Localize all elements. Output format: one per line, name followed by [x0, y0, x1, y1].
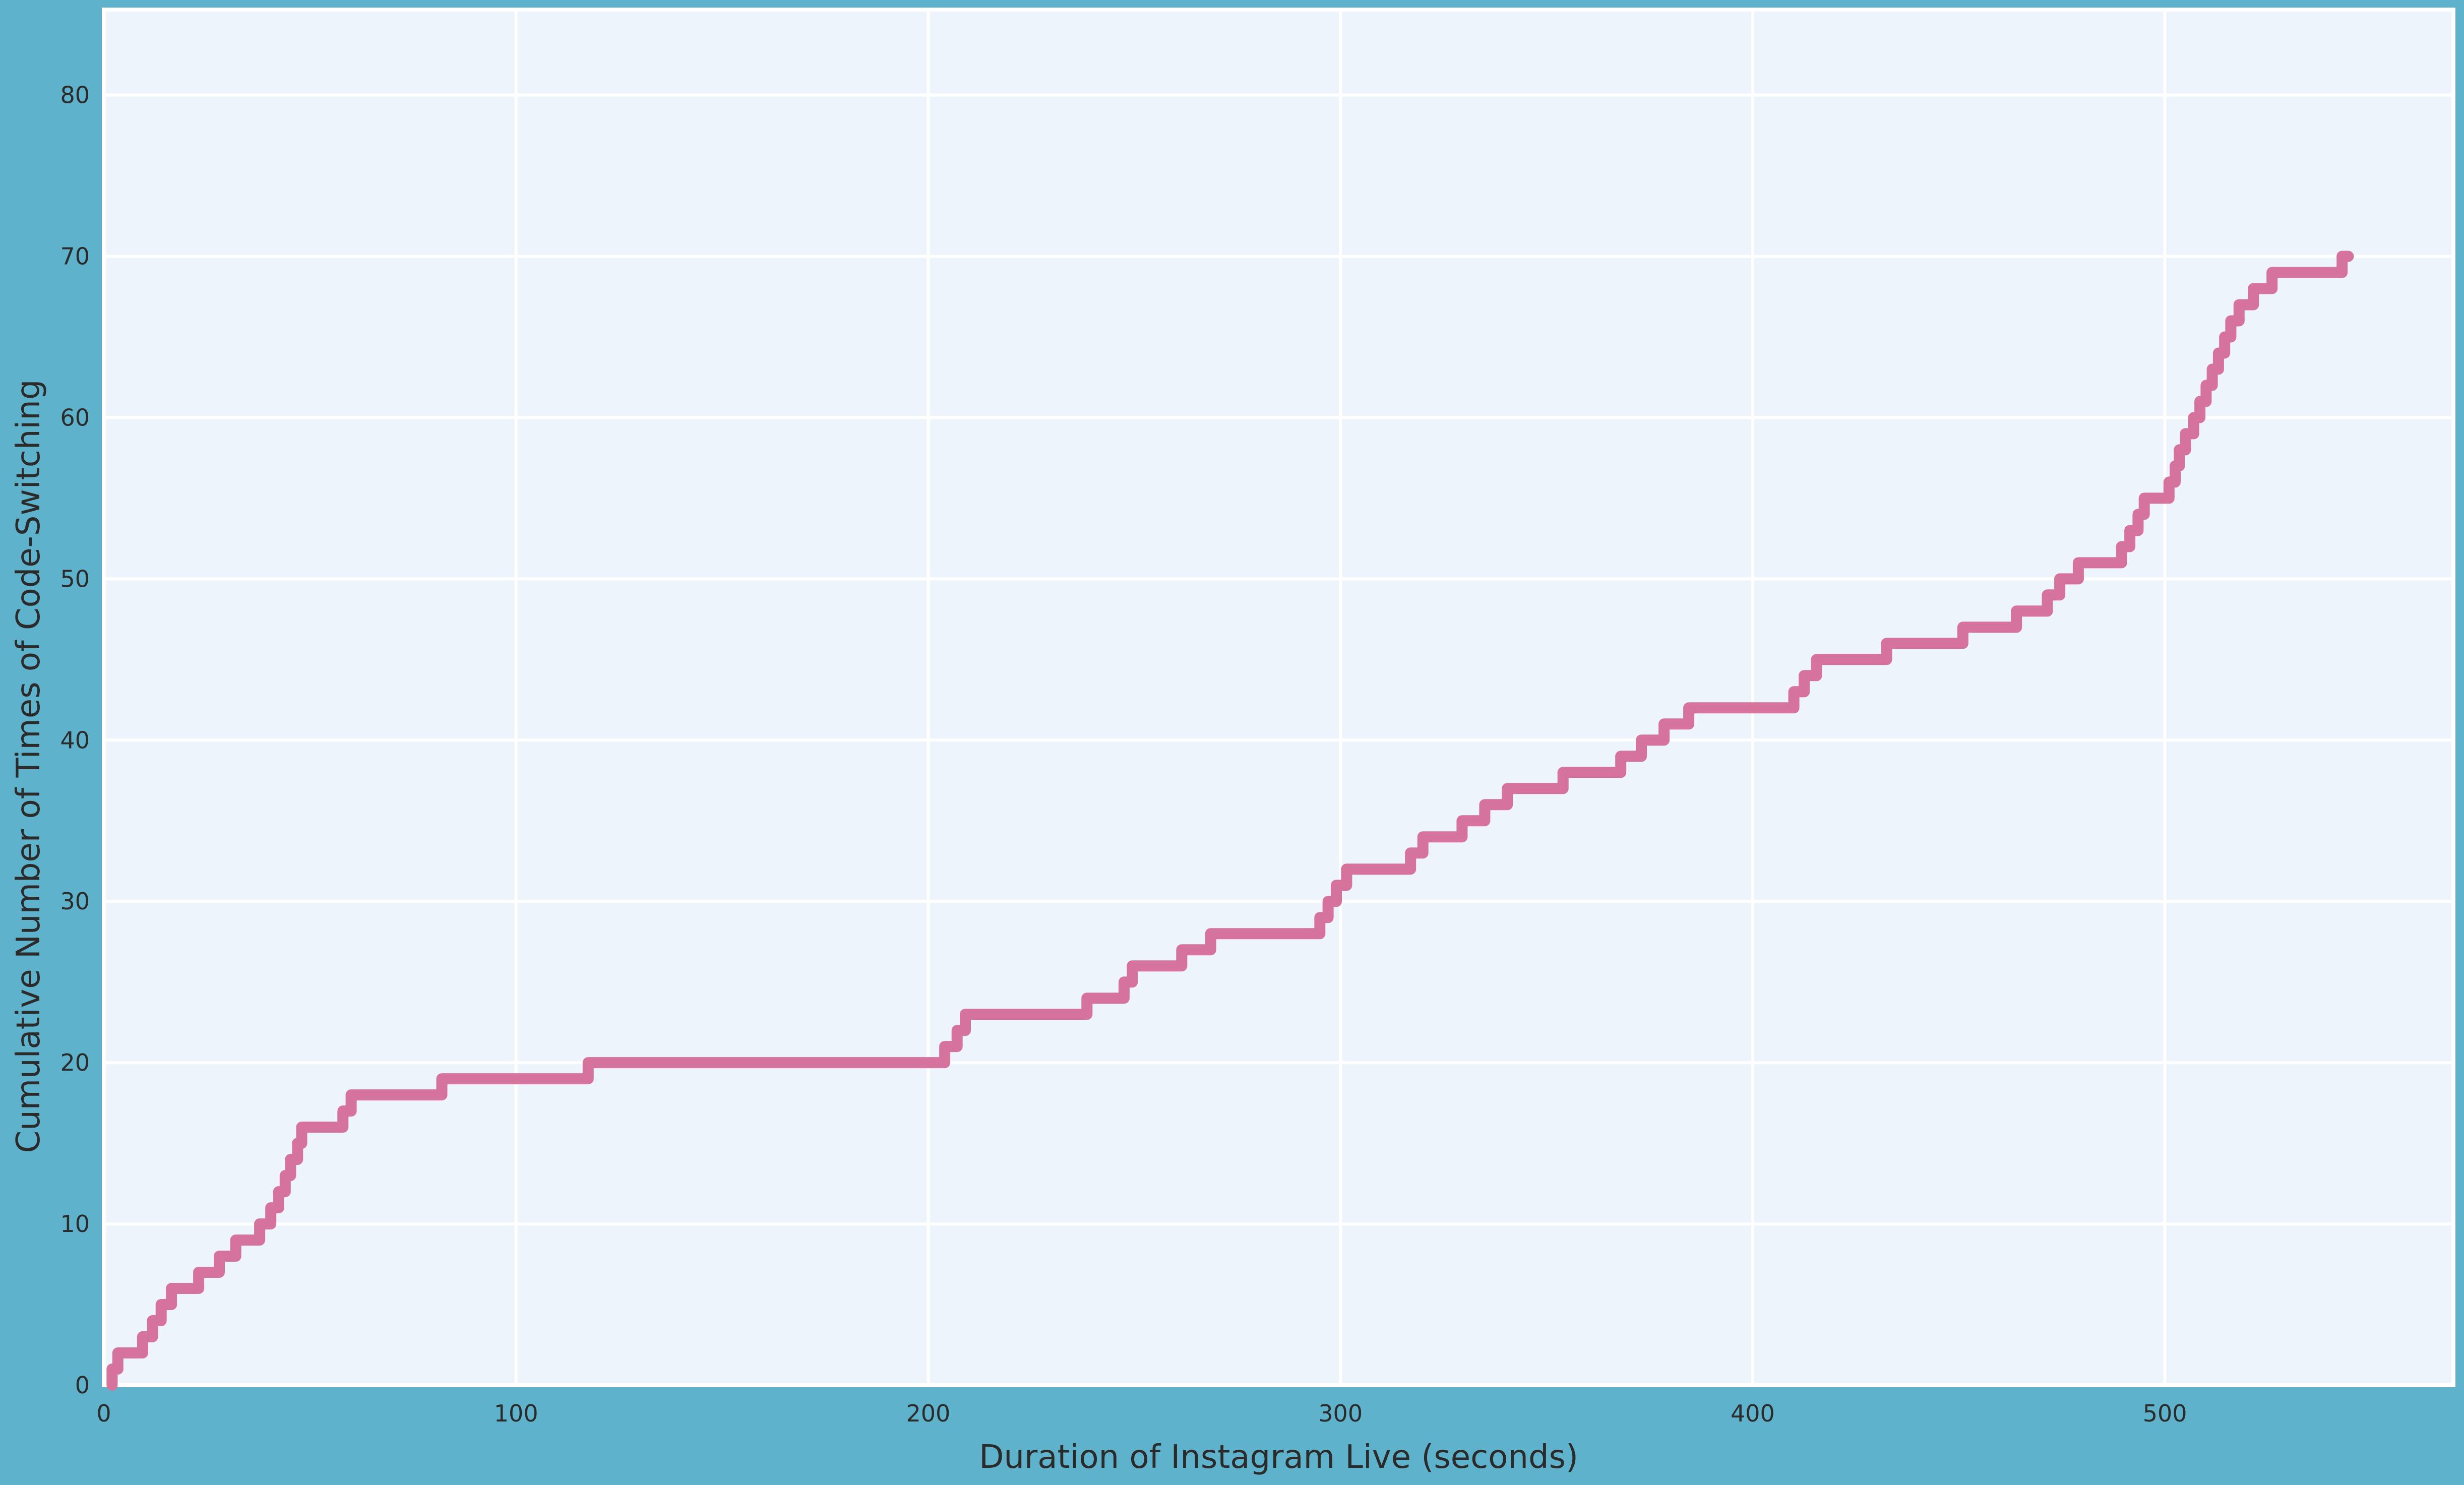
plot-frame-spines — [102, 8, 2455, 1387]
x-tick-label: 400 — [1731, 1400, 1775, 1427]
step-line — [106, 251, 2354, 1391]
x-tick-label: 100 — [494, 1400, 538, 1427]
y-tick-label: 80 — [60, 82, 90, 109]
y-tick-label: 0 — [75, 1372, 90, 1399]
y-tick-label: 50 — [60, 565, 90, 592]
x-tick-label: 300 — [1318, 1400, 1363, 1427]
plot-area-background — [104, 10, 2453, 1385]
y-tick-label: 70 — [60, 243, 90, 270]
y-tick-label: 60 — [60, 404, 90, 431]
y-tick-label: 40 — [60, 726, 90, 754]
x-tick-label: 0 — [96, 1400, 111, 1427]
x-tick-label: 500 — [2143, 1400, 2187, 1427]
y-axis-title: Cumulative Number of Times of Code-Switc… — [10, 380, 47, 1153]
x-tick-label: 200 — [906, 1400, 950, 1427]
y-axis-tick-labels: 0 10 20 30 40 50 60 70 80 — [60, 82, 90, 1399]
y-tick-label: 30 — [60, 888, 90, 915]
y-tick-label: 20 — [60, 1049, 90, 1076]
x-axis-tick-labels: 0 100 200 300 400 500 — [96, 1400, 2187, 1427]
x-axis-title: Duration of Instagram Live (seconds) — [979, 1439, 1578, 1476]
gridlines — [102, 10, 2453, 1387]
y-tick-label: 10 — [60, 1210, 90, 1237]
